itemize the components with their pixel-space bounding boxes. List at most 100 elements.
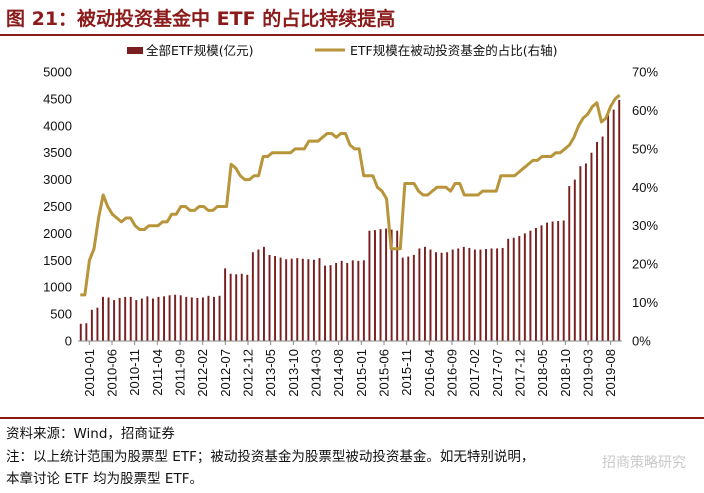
x-tick-label: 2016-09	[445, 349, 460, 397]
x-tick-label: 2018-05	[535, 349, 550, 397]
bar	[335, 262, 338, 341]
x-tick-label: 2016-04	[422, 349, 437, 397]
bar	[179, 295, 182, 341]
left-tick-label: 0	[65, 334, 72, 349]
right-tick-label: 0%	[632, 334, 651, 349]
left-tick-label: 2000	[43, 226, 72, 241]
bar	[257, 249, 260, 341]
bar	[246, 274, 249, 341]
bar	[213, 296, 215, 341]
bar	[412, 254, 415, 341]
x-tick-label: 2019-08	[603, 349, 618, 397]
x-tick-label: 2010-06	[105, 349, 120, 397]
bar	[207, 295, 210, 341]
bar	[301, 258, 304, 341]
bar	[479, 249, 482, 341]
bar	[446, 252, 449, 341]
plot-area	[79, 93, 621, 341]
bar	[174, 294, 177, 341]
left-tick-label: 2500	[43, 199, 72, 214]
x-tick-label: 2019-03	[581, 349, 596, 397]
bar	[90, 309, 93, 341]
bar	[107, 297, 110, 341]
bar	[329, 265, 332, 341]
left-tick-label: 1500	[43, 253, 72, 268]
watermark: 招商策略研究	[602, 455, 686, 471]
x-tick-label: 2012-12	[241, 349, 256, 397]
chart: 全部ETF规模(亿元) ETF规模在被动投资基金的占比(右轴) 0 500 1000…	[43, 43, 658, 397]
bar	[596, 141, 598, 341]
bar	[607, 115, 610, 341]
bar	[418, 248, 421, 341]
bar	[451, 249, 454, 341]
bar	[274, 256, 277, 341]
bar	[362, 260, 365, 341]
bar	[102, 296, 104, 341]
left-axis: 0 500 1000 1500 2000 2500 3000 3500 4000 4500 5000	[43, 65, 72, 349]
footer-rule	[0, 417, 704, 419]
bar	[396, 230, 399, 341]
footnote-line-1: 注：以上统计范围为股票型 ETF；被动投资基金为股票型被动投资基金。如无特别说明…	[6, 449, 535, 465]
legend-bar-label: 全部ETF规模(亿元)	[146, 43, 253, 58]
bar	[496, 248, 499, 341]
left-tick-label: 3500	[43, 145, 72, 160]
bar	[551, 221, 554, 341]
bar	[157, 296, 160, 341]
bar	[224, 268, 227, 341]
bar	[324, 265, 326, 341]
bar	[168, 295, 171, 341]
bar	[196, 297, 199, 341]
x-axis: 2010-01 2010-06 2010-11 2011-04 2011-09 2012-…	[78, 340, 622, 397]
bar	[218, 295, 221, 341]
bar	[113, 300, 116, 341]
x-tick-label: 2017-07	[490, 349, 505, 397]
chart-legend: 全部ETF规模(亿元) ETF规模在被动投资基金的占比(右轴)	[127, 43, 557, 58]
left-tick-label: 1000	[43, 280, 72, 295]
bar	[351, 260, 354, 341]
legend-line-label: ETF规模在被动投资基金的占比(右轴)	[350, 43, 557, 58]
footnote-line-2: 本章讨论 ETF 均为股票型 ETF。	[6, 471, 203, 487]
bar	[540, 225, 543, 341]
right-axis: 0% 10% 20% 30% 40% 50% 60% 70%	[632, 65, 658, 349]
left-tick-label: 500	[50, 307, 72, 322]
bar	[290, 258, 293, 341]
bar	[346, 262, 349, 341]
x-tick-label: 2010-01	[82, 349, 97, 397]
bar	[546, 222, 549, 341]
source-note: 资料来源：Wind，招商证券	[6, 426, 175, 442]
bar	[379, 229, 382, 341]
bar	[85, 323, 88, 341]
right-tick-label: 20%	[632, 257, 658, 272]
bar	[401, 257, 404, 341]
left-tick-label: 5000	[43, 65, 72, 80]
bar	[423, 246, 426, 341]
bar	[140, 298, 143, 341]
bar	[590, 152, 593, 341]
bar	[307, 259, 310, 341]
bar	[190, 297, 193, 341]
bar	[118, 297, 121, 341]
x-tick-label: 2017-12	[513, 349, 528, 397]
bar	[507, 238, 510, 341]
title-rule	[0, 34, 704, 36]
bar	[584, 163, 587, 341]
left-tick-label: 3000	[43, 172, 72, 187]
bar	[407, 256, 410, 341]
bar	[562, 220, 565, 341]
bar	[518, 236, 521, 341]
bar	[462, 246, 465, 341]
bar	[512, 237, 515, 341]
x-tick-label: 2015-01	[354, 349, 369, 397]
bar	[229, 273, 232, 341]
bar	[612, 109, 615, 341]
x-tick-label: 2011-04	[150, 349, 165, 396]
right-tick-label: 30%	[632, 218, 658, 233]
bar	[457, 248, 460, 341]
bar	[268, 254, 271, 341]
bar	[312, 259, 315, 341]
left-tick-label: 4000	[43, 118, 72, 133]
right-tick-label: 10%	[632, 295, 658, 310]
bar	[279, 257, 282, 341]
bar	[135, 300, 138, 341]
bar	[490, 248, 493, 341]
